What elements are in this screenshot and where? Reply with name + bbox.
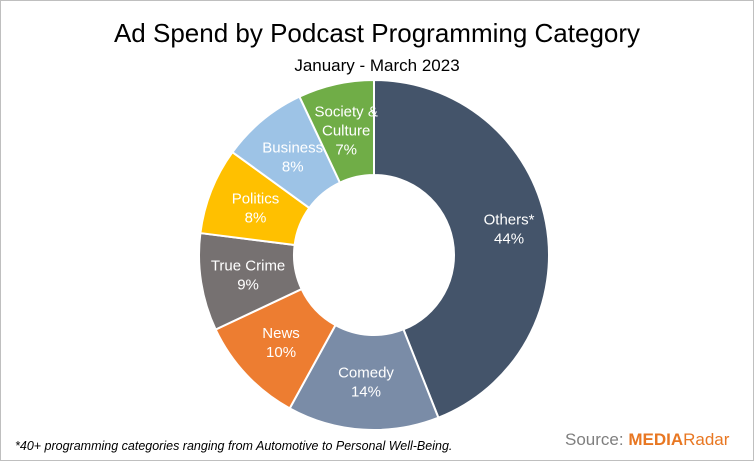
brand-logo-radar: Radar (683, 430, 730, 449)
slice-label-politics: Politics 8% (232, 191, 280, 227)
slice-label-comedy: Comedy 14% (338, 365, 394, 401)
footnote: *40+ programming categories ranging from… (15, 439, 453, 453)
source-credit: Source: MEDIARadar (565, 430, 729, 450)
slice-label-business: Business 8% (262, 139, 323, 175)
slice-society-culture (298, 78, 375, 184)
slice-label-society-culture: Society & Culture 7% (314, 104, 377, 159)
chart-subtitle: January - March 2023 (294, 56, 460, 75)
slice-others (373, 78, 551, 420)
slice-label-true-crime: True Crime 9% (211, 257, 285, 293)
chart-title: Ad Spend by Podcast Programming Category (113, 18, 641, 48)
slice-label-news: News 10% (262, 325, 300, 361)
source-prefix: Source: (565, 430, 629, 449)
slice-label-others: Others* 44% (484, 212, 535, 248)
brand-logo-media: MEDIA (628, 430, 684, 449)
